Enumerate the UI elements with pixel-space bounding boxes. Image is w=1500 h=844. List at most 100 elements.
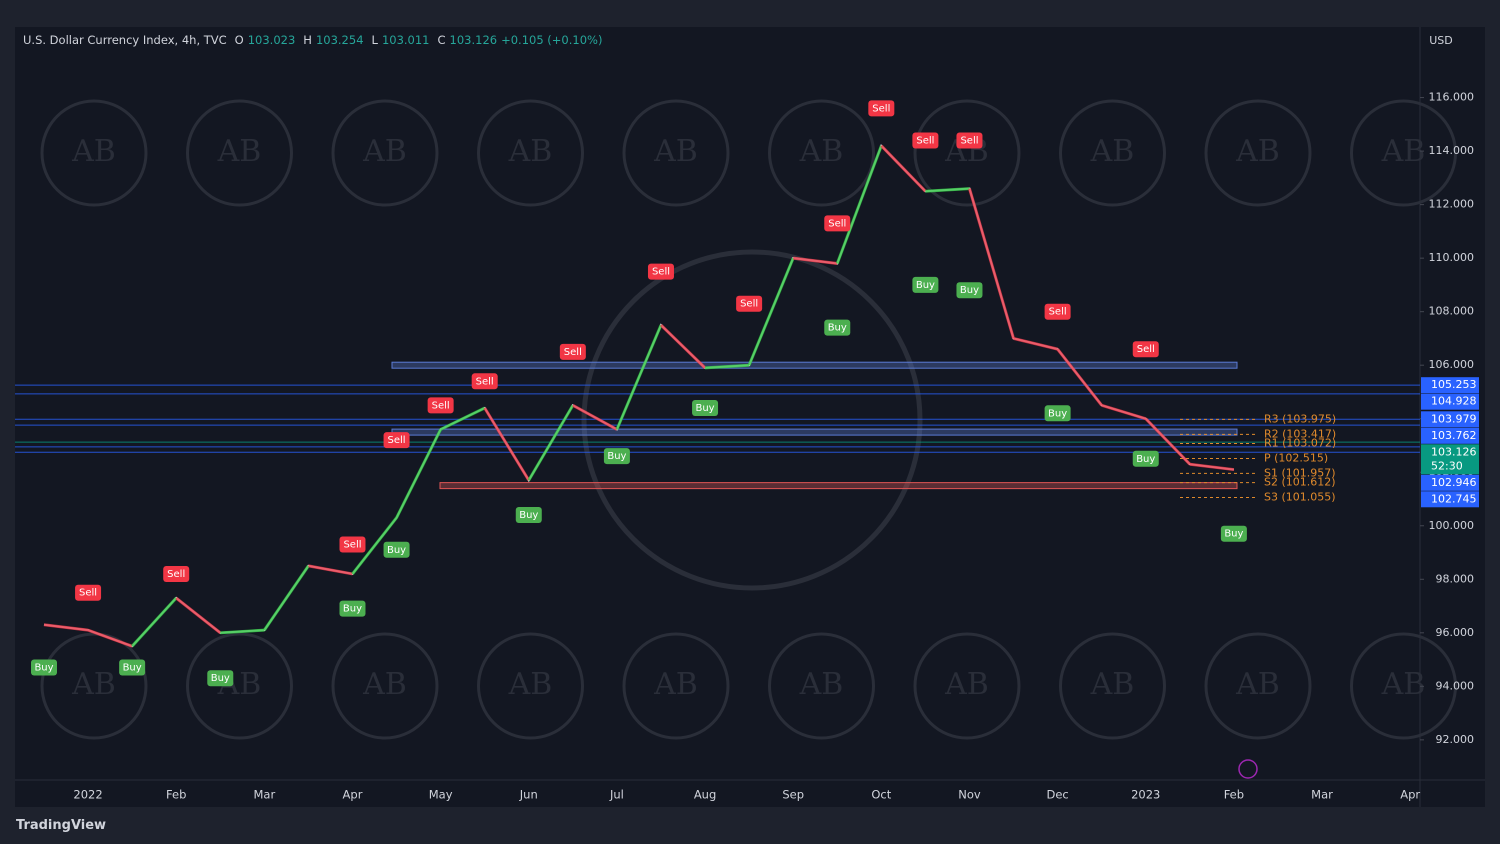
watermark-circle — [1350, 632, 1457, 740]
watermark: AB — [1381, 134, 1426, 169]
signal-label: Buy — [1224, 529, 1243, 540]
trend-segment — [835, 145, 883, 265]
watermark-circle — [40, 99, 148, 207]
signal-marker — [1044, 405, 1071, 422]
pivot-label: S1 (101.957) — [1264, 466, 1336, 479]
x-tick-label: Jul — [609, 788, 624, 802]
watermark-circle — [768, 632, 875, 740]
signal-label: Sell — [916, 135, 934, 146]
watermark: AB — [1090, 667, 1135, 702]
pivot-label: R2 (103.417) — [1264, 427, 1336, 440]
y-tick-label: 92.000 — [1436, 733, 1475, 746]
price-tag — [1421, 491, 1479, 508]
signal-label: Sell — [872, 103, 890, 114]
ohlc-name: H — [303, 33, 312, 47]
watermark-circle — [913, 99, 1021, 207]
y-tick-label: 116.000 — [1429, 91, 1475, 104]
watermark-circle — [581, 249, 923, 591]
watermark: AB — [217, 134, 262, 169]
signal-marker — [207, 670, 234, 687]
signal-marker — [471, 373, 498, 390]
y-tick-label: 114.000 — [1429, 144, 1475, 157]
trend-segment — [395, 428, 442, 519]
trend-segment — [87, 628, 133, 648]
signal-marker — [75, 584, 102, 601]
price-tag-label: 102.745 — [1431, 492, 1477, 505]
price-tag-label: 103.762 — [1431, 429, 1477, 442]
signal-marker — [1044, 303, 1071, 320]
footer-logo[interactable]: TradingView — [16, 818, 107, 833]
trend-segment — [747, 257, 795, 366]
price-tag — [1421, 377, 1479, 394]
countdown: 52:30 — [1431, 459, 1463, 472]
watermark: AB — [1235, 134, 1280, 169]
x-tick-label: Jun — [519, 788, 538, 802]
signal-label: Sell — [828, 218, 846, 229]
trend-segment — [1101, 403, 1147, 421]
watermark-circle — [186, 632, 293, 740]
trend-segment — [572, 404, 618, 431]
watermark: AB — [71, 134, 116, 169]
signal-label: Buy — [607, 451, 626, 462]
price-tag — [1421, 411, 1479, 428]
price-tag-label: 105.253 — [1431, 378, 1477, 391]
watermark: AB — [799, 667, 844, 702]
watermark: AB — [653, 134, 698, 169]
watermark-circle — [1059, 632, 1166, 740]
y-tick-label: 96.000 — [1436, 626, 1475, 639]
signal-label: Buy — [916, 280, 935, 291]
signal-marker — [339, 536, 366, 553]
price-tag-label: 103.126 — [1431, 445, 1477, 458]
signal-marker — [383, 541, 410, 558]
x-tick-label: Aug — [694, 788, 716, 802]
signal-marker — [515, 507, 542, 524]
lightning-icon[interactable] — [1238, 759, 1258, 779]
x-tick-label: Sep — [782, 788, 804, 802]
currency: USD — [1429, 34, 1453, 47]
change: +0.105 (+0.10%) — [501, 33, 603, 47]
trend-segment — [968, 188, 1015, 339]
trend-segment — [175, 596, 222, 634]
watermark-circle — [1204, 632, 1312, 740]
signal-marker — [163, 565, 190, 582]
signal-marker — [956, 132, 983, 149]
zone — [391, 361, 1238, 369]
watermark-circle — [40, 632, 148, 740]
signal-marker — [912, 276, 939, 293]
signal-marker — [119, 659, 146, 676]
pivot-label: S3 (101.055) — [1264, 491, 1336, 504]
symbol-title: U.S. Dollar Currency Index, 4h, TVC — [23, 33, 227, 47]
signal-label: Sell — [740, 299, 758, 310]
zone — [439, 482, 1238, 490]
trend-segment — [1144, 417, 1191, 466]
price-tag — [1421, 427, 1479, 444]
chart-background — [15, 27, 1485, 807]
x-tick-label: Feb — [1224, 788, 1244, 802]
signal-label: Buy — [343, 604, 362, 615]
trend-segment — [483, 407, 531, 482]
watermark: AB — [799, 134, 844, 169]
watermark-circle — [622, 632, 730, 740]
signal-label: Buy — [387, 545, 406, 556]
x-tick-label: 2022 — [73, 788, 102, 802]
signal-marker — [559, 343, 586, 360]
signal-marker — [824, 215, 851, 232]
pivot-label: R1 (103.072) — [1264, 437, 1336, 450]
signal-label: Buy — [828, 323, 847, 334]
y-tick-label: 112.000 — [1429, 198, 1475, 211]
x-tick-label: Mar — [1311, 788, 1333, 802]
watermark: AB — [508, 134, 553, 169]
signal-label: Sell — [1137, 344, 1155, 355]
watermark: AB — [362, 667, 407, 702]
trend-segment — [793, 256, 838, 265]
price-tag — [1421, 393, 1479, 410]
watermark: AB — [362, 134, 407, 169]
signal-label: Sell — [388, 435, 406, 446]
watermark: AB — [653, 667, 698, 702]
trend-segment — [880, 144, 927, 193]
x-tick-label: Nov — [958, 788, 981, 802]
watermark-circle — [1350, 99, 1457, 207]
watermark-circle — [1059, 99, 1166, 207]
price-tag — [1421, 474, 1479, 491]
